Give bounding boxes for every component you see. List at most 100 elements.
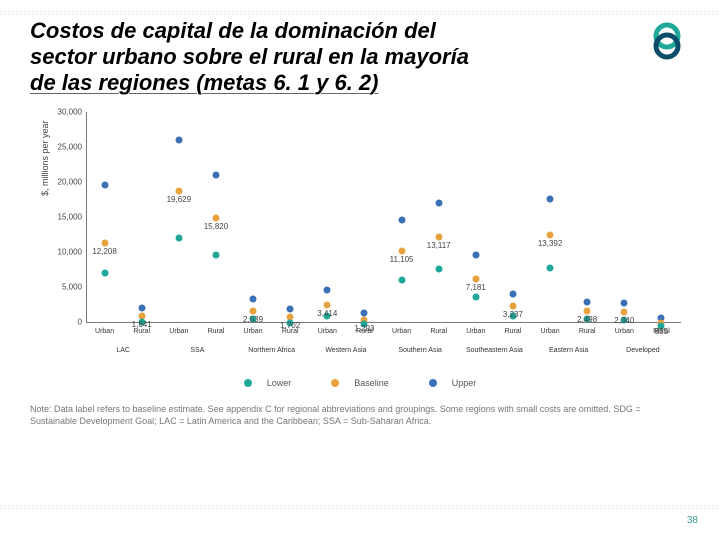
y-tick: 10,000 bbox=[40, 247, 82, 256]
x-tick-sub: Urban bbox=[392, 328, 411, 336]
data-point bbox=[212, 215, 219, 222]
x-tick-sub: Rural bbox=[653, 328, 670, 336]
x-tick-sub: Urban bbox=[318, 328, 337, 336]
page-number: 38 bbox=[687, 515, 698, 526]
data-point bbox=[398, 248, 405, 255]
x-tick-region: Western Asia bbox=[316, 347, 376, 355]
legend-label: Upper bbox=[452, 378, 477, 388]
x-tick-sub: Rural bbox=[282, 328, 299, 336]
data-point bbox=[101, 182, 108, 189]
data-label: 7,181 bbox=[466, 282, 486, 291]
data-label: 15,820 bbox=[204, 222, 228, 231]
x-tick-region: Developed bbox=[613, 347, 673, 355]
data-point bbox=[212, 252, 219, 259]
title-line-1: Costos de capital de la dominación del bbox=[30, 18, 436, 43]
data-point bbox=[435, 234, 442, 241]
x-tick-sub: Rural bbox=[208, 328, 225, 336]
data-point bbox=[101, 240, 108, 247]
capital-costs-chart: $, millions per year 05,00010,00015,0002… bbox=[40, 112, 680, 372]
data-point bbox=[435, 266, 442, 273]
data-point bbox=[398, 217, 405, 224]
x-tick-region: Southeastern Asia bbox=[464, 347, 524, 355]
data-label: 19,629 bbox=[167, 195, 191, 204]
decoration-line bbox=[0, 505, 720, 506]
data-point bbox=[547, 196, 554, 203]
data-point bbox=[398, 276, 405, 283]
legend-label: Baseline bbox=[354, 378, 389, 388]
x-tick-sub: Urban bbox=[541, 328, 560, 336]
org-logo-icon bbox=[644, 18, 690, 64]
data-label: 13,392 bbox=[538, 239, 562, 248]
legend-label: Lower bbox=[267, 378, 292, 388]
data-point bbox=[324, 301, 331, 308]
data-point bbox=[101, 269, 108, 276]
data-label: 11,105 bbox=[390, 255, 414, 264]
y-tick: 30,000 bbox=[40, 107, 82, 116]
y-tick: 25,000 bbox=[40, 142, 82, 151]
data-label: 12,208 bbox=[92, 247, 116, 256]
chart-footnote: Note: Data label refers to baseline esti… bbox=[30, 403, 690, 427]
data-point bbox=[175, 234, 182, 241]
data-label: 13,117 bbox=[427, 241, 451, 250]
x-tick-region: Southern Asia bbox=[390, 347, 450, 355]
y-tick: 0 bbox=[40, 317, 82, 326]
data-point bbox=[250, 296, 257, 303]
y-tick: 20,000 bbox=[40, 177, 82, 186]
legend-swatch bbox=[244, 379, 252, 387]
decoration-line bbox=[0, 11, 720, 12]
x-tick-sub: Rural bbox=[505, 328, 522, 336]
legend-item: Lower bbox=[234, 378, 302, 388]
legend-swatch bbox=[429, 379, 437, 387]
data-point bbox=[435, 199, 442, 206]
data-label: 2,340 bbox=[614, 316, 634, 325]
x-tick-region: LAC bbox=[93, 347, 153, 355]
data-label: 2,498 bbox=[577, 315, 597, 324]
x-tick-region: SSA bbox=[167, 347, 227, 355]
slide: Costos de capital de la dominación del s… bbox=[0, 0, 720, 540]
data-point bbox=[621, 309, 628, 316]
data-point bbox=[547, 232, 554, 239]
data-point bbox=[509, 303, 516, 310]
x-tick-sub: Urban bbox=[466, 328, 485, 336]
x-tick-sub: Urban bbox=[244, 328, 263, 336]
x-tick-sub: Rural bbox=[430, 328, 447, 336]
x-tick-sub: Rural bbox=[579, 328, 596, 336]
x-tick-sub: Rural bbox=[356, 328, 373, 336]
legend-swatch bbox=[331, 379, 339, 387]
data-label: 3,414 bbox=[317, 309, 337, 318]
data-point bbox=[324, 286, 331, 293]
x-tick-sub: Urban bbox=[615, 328, 634, 336]
decoration-line bbox=[0, 508, 720, 509]
data-point bbox=[138, 304, 145, 311]
data-point bbox=[472, 275, 479, 282]
data-point bbox=[472, 252, 479, 259]
data-point bbox=[250, 308, 257, 315]
title-line-3: de las regiones (metas 6. 1 y 6. 2) bbox=[30, 70, 379, 95]
data-point bbox=[212, 171, 219, 178]
title-line-2: sector urbano sobre el rural en la mayor… bbox=[30, 44, 469, 69]
x-tick-sub: Urban bbox=[169, 328, 188, 336]
data-point bbox=[584, 308, 591, 315]
plot-area bbox=[86, 112, 681, 323]
x-tick-region: Eastern Asia bbox=[539, 347, 599, 355]
data-point bbox=[175, 136, 182, 143]
data-point bbox=[547, 264, 554, 271]
data-label: 3,237 bbox=[503, 310, 523, 319]
x-tick-sub: Urban bbox=[95, 328, 114, 336]
legend-item: Upper bbox=[419, 378, 487, 388]
data-label: 2,539 bbox=[243, 315, 263, 324]
header: Costos de capital de la dominación del s… bbox=[30, 18, 690, 96]
data-point bbox=[584, 299, 591, 306]
y-tick: 5,000 bbox=[40, 282, 82, 291]
data-point bbox=[472, 294, 479, 301]
x-tick-sub: Rural bbox=[133, 328, 150, 336]
data-point bbox=[509, 290, 516, 297]
y-tick: 15,000 bbox=[40, 212, 82, 221]
legend-item: Baseline bbox=[321, 378, 399, 388]
decoration-line bbox=[0, 14, 720, 15]
data-point bbox=[287, 306, 294, 313]
chart-legend: Lower Baseline Upper bbox=[30, 378, 690, 389]
x-tick-region: Northern Africa bbox=[242, 347, 302, 355]
data-point bbox=[621, 299, 628, 306]
data-point bbox=[175, 188, 182, 195]
